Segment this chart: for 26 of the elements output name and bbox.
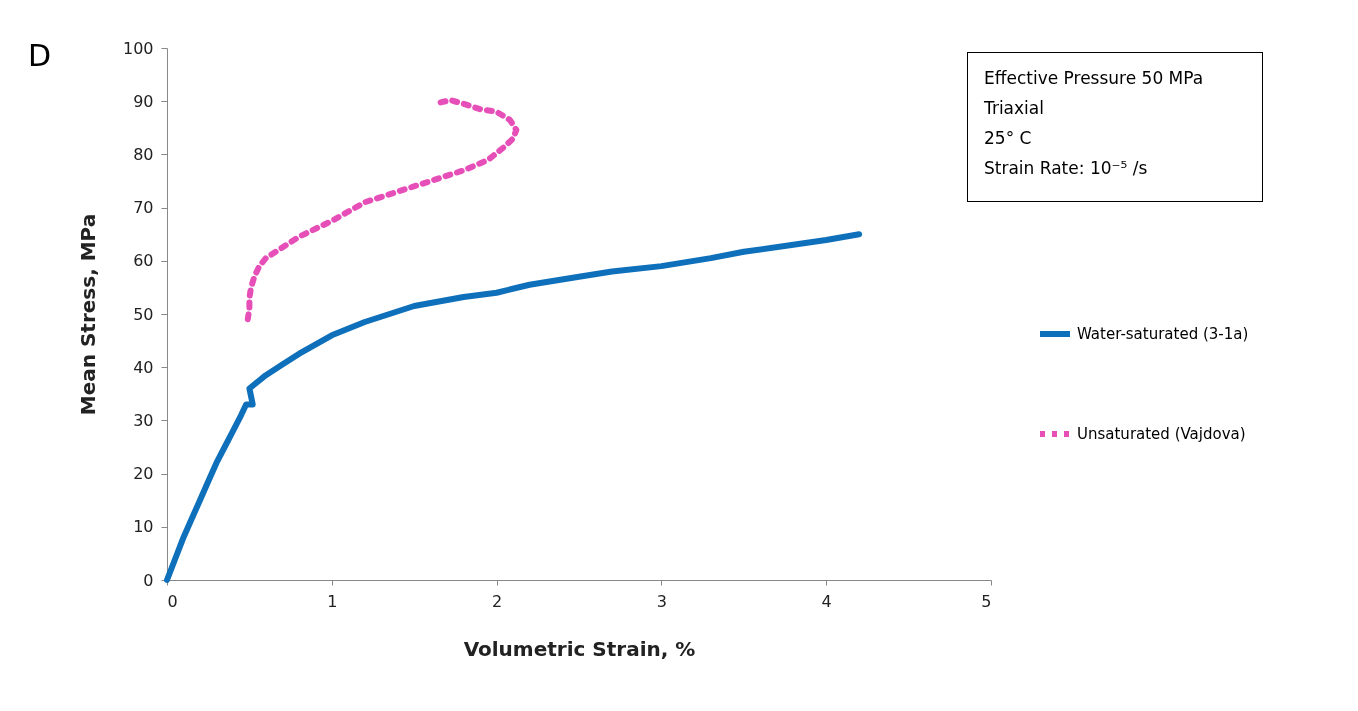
- y-tick-label: 60: [133, 251, 154, 271]
- text: D: [28, 38, 52, 73]
- x-axis-title: Volumetric Strain, %: [463, 636, 696, 661]
- y-tick-label: 70: [133, 198, 154, 218]
- y-tick-label: 30: [133, 410, 154, 430]
- legend-label: Unsaturated (Vajdova): [1077, 425, 1246, 443]
- x-tick-label: 3: [656, 591, 667, 611]
- legend-label: Water-saturated (3-1a): [1077, 325, 1249, 343]
- y-tick-label: 100: [122, 38, 154, 58]
- y-tick-label: 80: [133, 144, 154, 164]
- y-tick-label: 50: [133, 304, 154, 324]
- annotation: Strain Rate: 10⁻⁵ /s: [984, 157, 1149, 180]
- y-tick-label: 20: [133, 464, 154, 484]
- y-axis-title: Mean Stress, MPa: [75, 213, 100, 416]
- y-tick-label: 90: [133, 91, 154, 111]
- annotation: Effective Pressure 50 MPa: [984, 67, 1205, 90]
- x-tick-label: 0: [167, 591, 178, 611]
- x-tick-label: 5: [981, 591, 992, 611]
- y-tick-label: 10: [133, 517, 154, 537]
- x-tick-label: 2: [492, 591, 503, 611]
- x-tick-label: 1: [327, 591, 338, 611]
- y-tick-label: 40: [133, 357, 154, 377]
- y-tick-label: 0: [143, 570, 154, 590]
- x-tick-label: 4: [821, 591, 832, 611]
- annotation: Triaxial: [984, 97, 1045, 120]
- annotation: 25° C: [984, 127, 1033, 150]
